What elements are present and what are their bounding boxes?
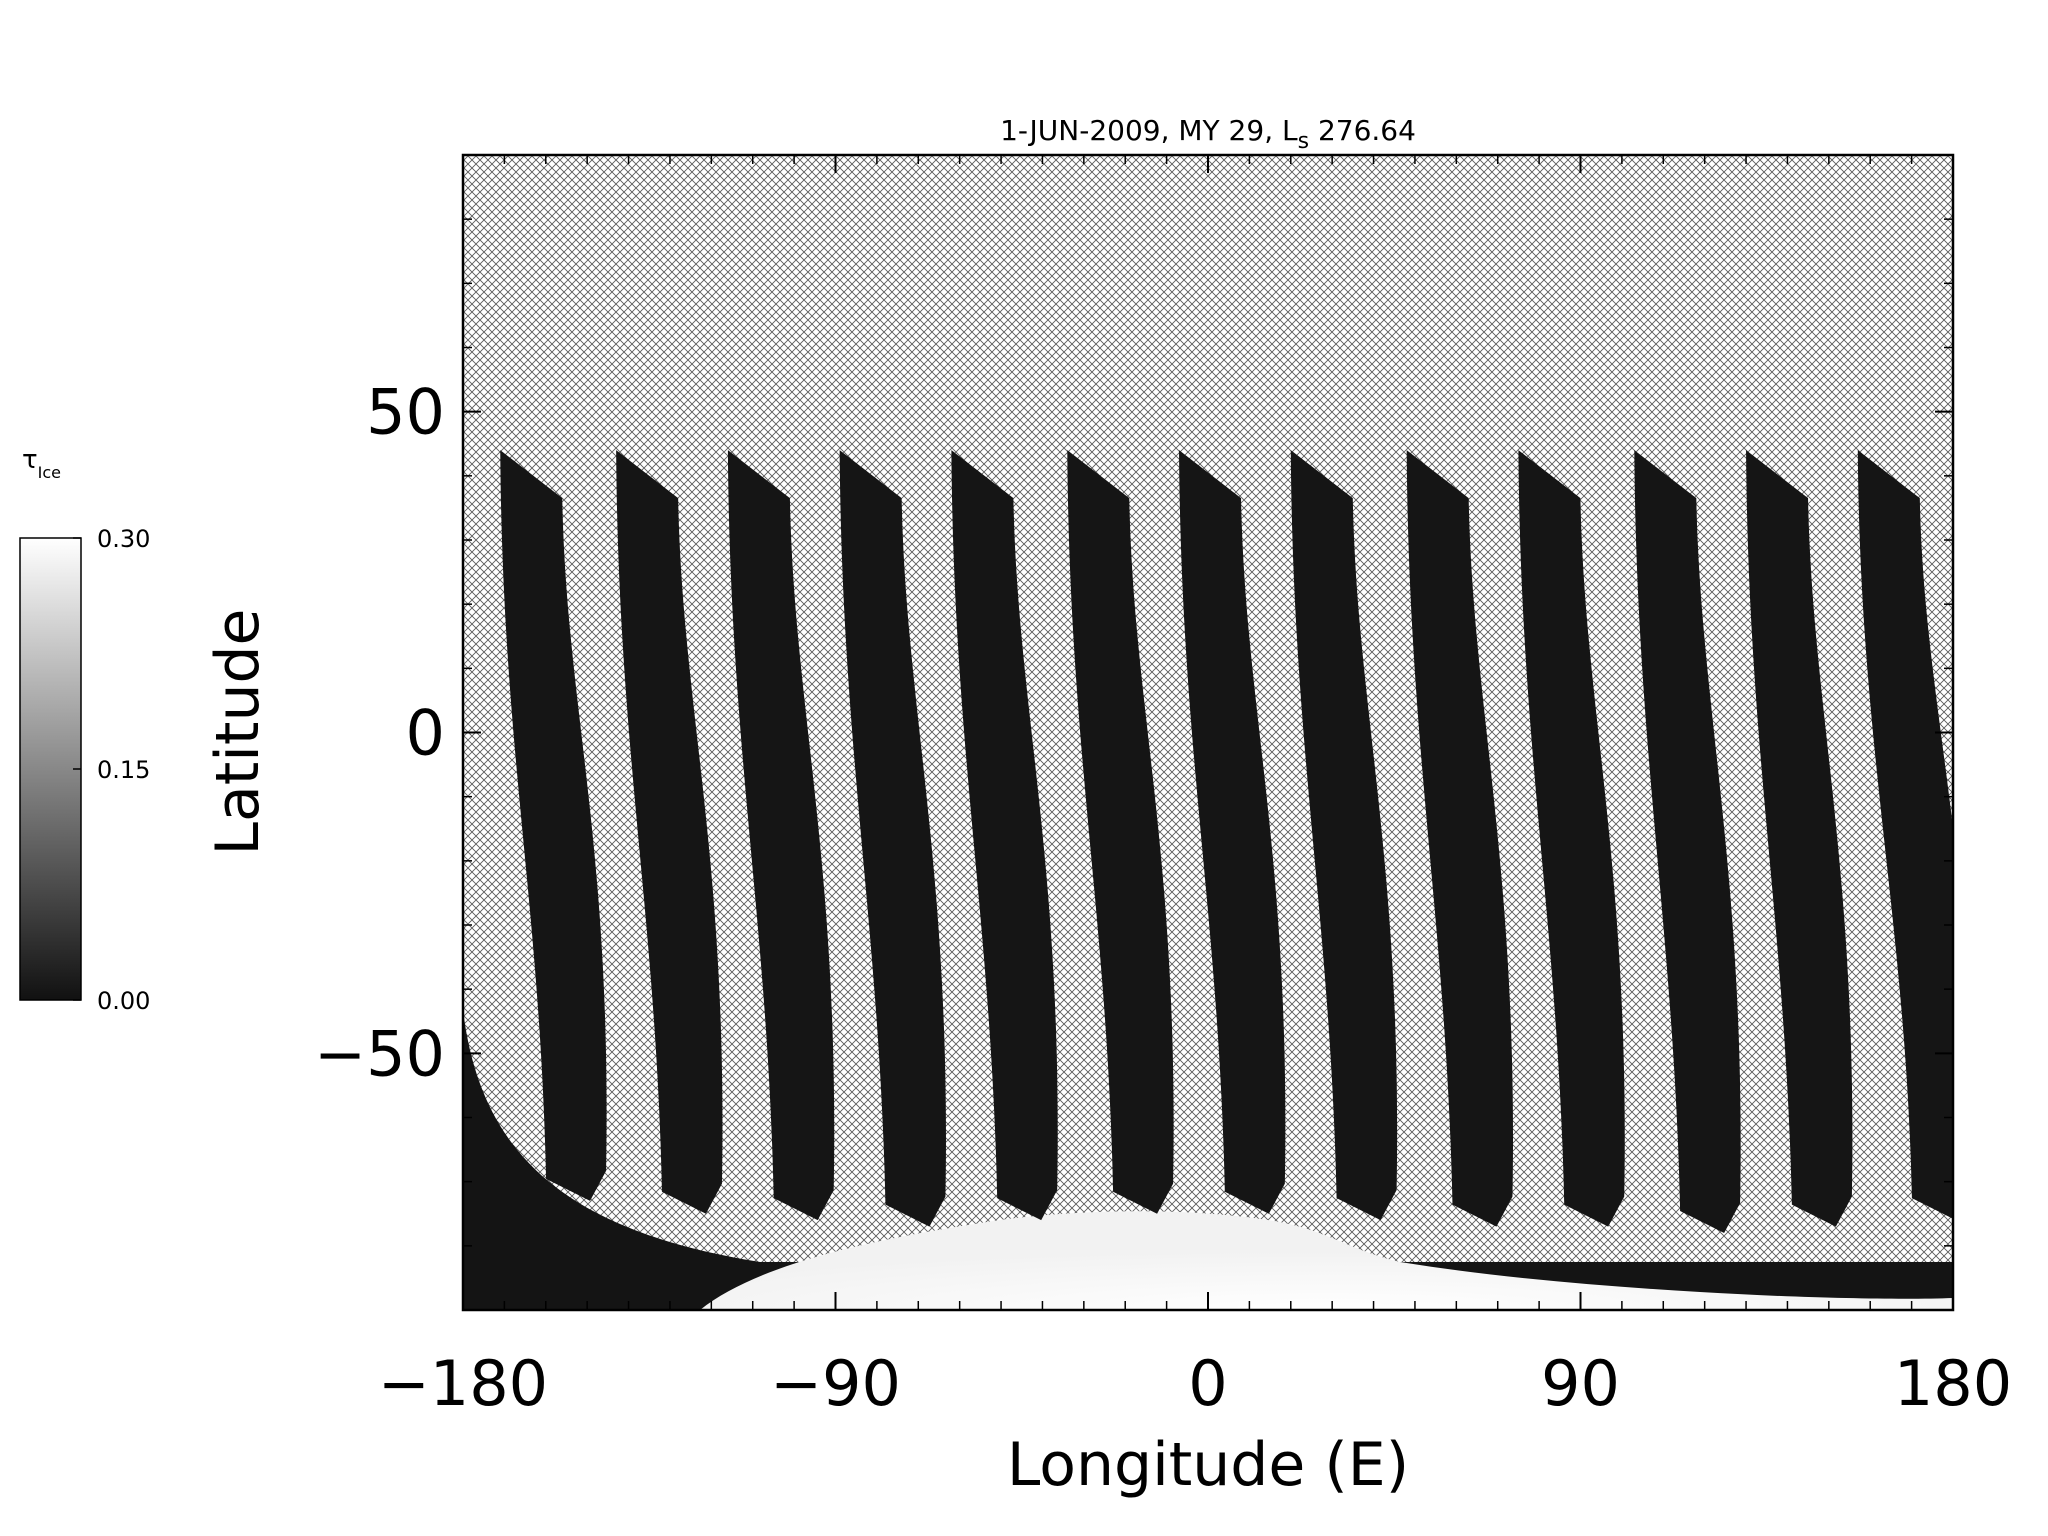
swath-2	[616, 450, 723, 1214]
swath-5	[951, 450, 1058, 1221]
y-tick-label: 50	[366, 376, 445, 449]
chart-title: 1-JUN-2009, MY 29, Ls 276.64	[1000, 114, 1416, 154]
title-subscript: s	[1298, 129, 1309, 154]
swath-7	[1179, 450, 1286, 1214]
swath-9	[1406, 450, 1514, 1227]
data-layer	[463, 450, 1953, 1310]
colorbar-tick-label: 0.30	[97, 525, 150, 553]
x-tick-label: −180	[378, 1347, 548, 1420]
y-tick-label: 0	[406, 697, 445, 770]
colorbar-tick-label: 0.15	[97, 756, 150, 784]
south-polar-band	[463, 1010, 1953, 1310]
x-tick-label: 180	[1894, 1347, 2012, 1420]
swath-13	[1857, 450, 1953, 1219]
swath-12	[1746, 450, 1853, 1227]
swath-1	[500, 450, 607, 1201]
swath-3	[727, 450, 835, 1221]
colorbar-label-subscript: Ice	[38, 463, 61, 482]
colorbar-ticks: 0.00 0.15 0.30	[73, 525, 150, 1015]
colorbar: τIce 0.00 0.15 0.30	[19, 445, 150, 1015]
swath-6	[1067, 450, 1174, 1214]
south-polar-cap	[700, 1211, 1953, 1310]
y-tick-label: −50	[314, 1017, 445, 1090]
colorbar-label: τIce	[22, 445, 61, 482]
swath-10	[1518, 450, 1625, 1227]
title-suffix: 276.64	[1309, 114, 1416, 147]
x-tick-label: 90	[1541, 1347, 1620, 1420]
swath-11	[1634, 450, 1741, 1234]
colorbar-tick-label: 0.00	[97, 987, 150, 1015]
x-tick-label: −90	[770, 1347, 901, 1420]
x-tick-label: 0	[1188, 1347, 1227, 1420]
x-axis-title: Longitude (E)	[1007, 1430, 1409, 1500]
colorbar-scale	[19, 537, 82, 1001]
swath-8	[1290, 450, 1398, 1221]
swaths	[500, 450, 1953, 1234]
axis-ticks: −180 −90 0 90 180 −50 0 50	[314, 154, 2012, 1420]
swath-4	[839, 450, 946, 1227]
y-axis-title: Latitude	[203, 609, 273, 856]
